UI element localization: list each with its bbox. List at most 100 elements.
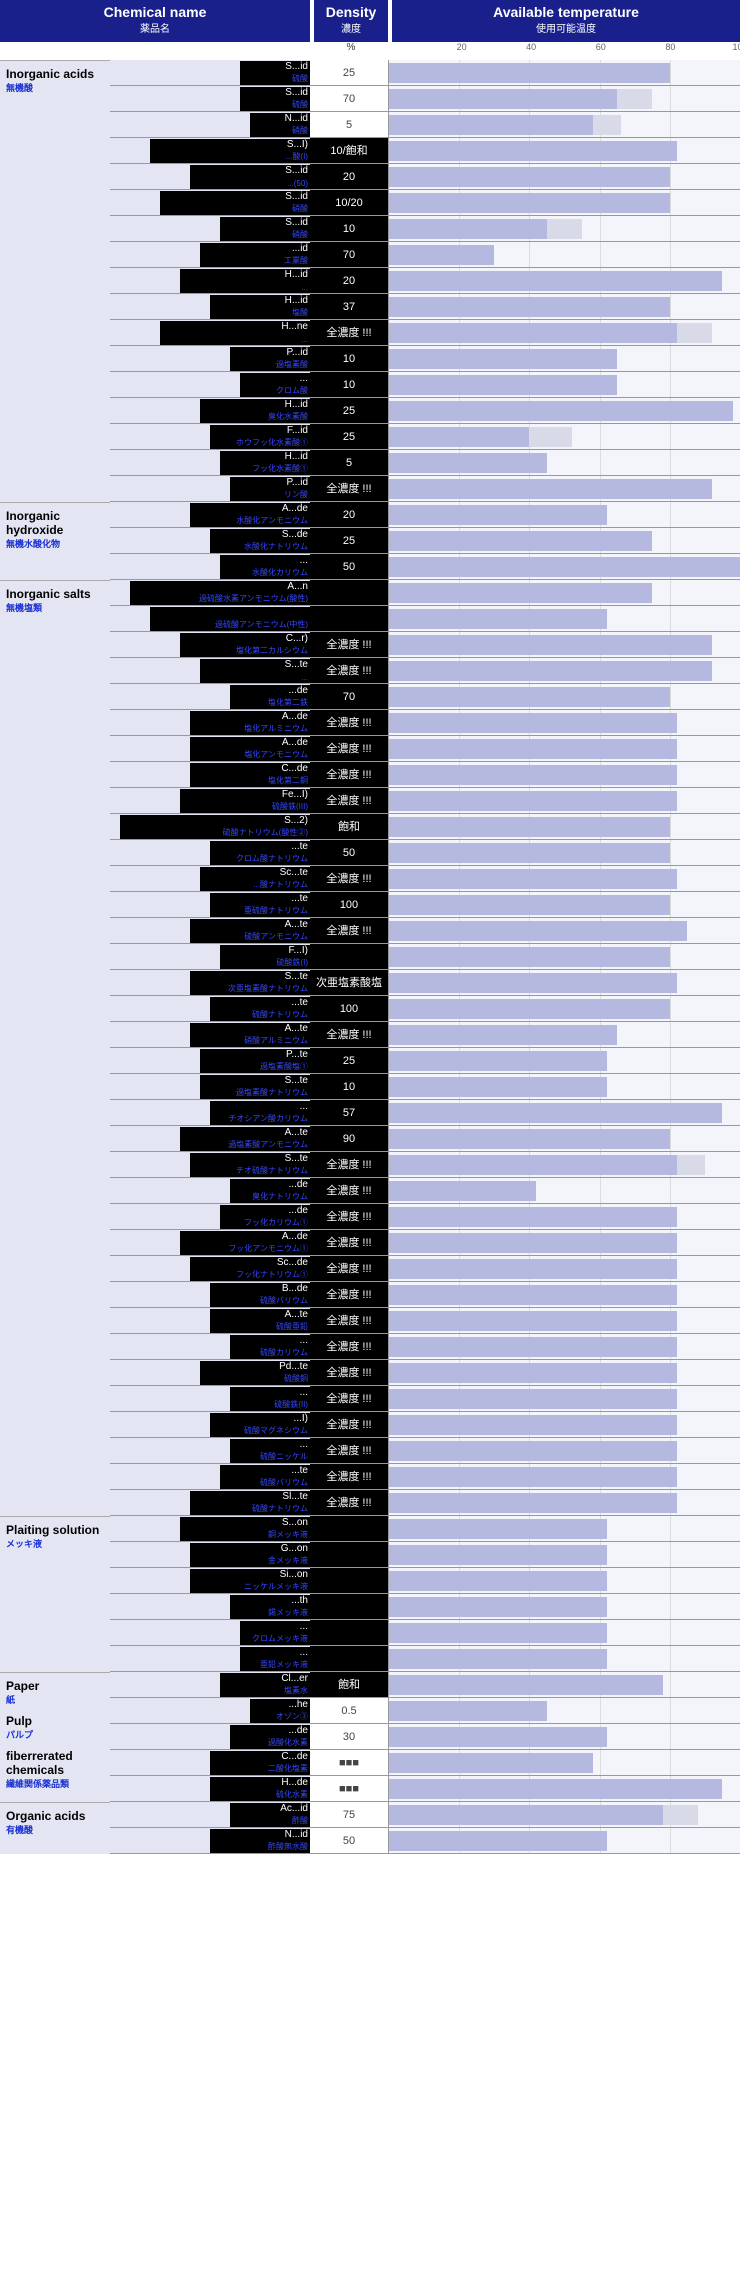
temperature-bar-cell xyxy=(388,1152,740,1177)
data-row: A...te 硫酸亜鉛全濃度 !!! xyxy=(110,1308,740,1334)
density-value: 37 xyxy=(310,294,388,319)
density-value: 全濃度 !!! xyxy=(310,1178,388,1203)
temperature-bar xyxy=(389,531,652,551)
temperature-bar-cell xyxy=(388,554,740,579)
temperature-bar-cell xyxy=(388,658,740,683)
density-value: 70 xyxy=(310,242,388,267)
chemical-name-jp: 硫酸ナトリウム xyxy=(252,1503,308,1514)
chemical-name-jp: 亜鉛メッキ液 xyxy=(260,1659,308,1670)
chemical-name-jp: 硫酸鉄(III) xyxy=(272,801,308,812)
data-row: ... チオシアン酸カリウム57 xyxy=(110,1100,740,1126)
temperature-bar xyxy=(389,1363,677,1383)
density-value xyxy=(310,1620,388,1645)
chemical-name-jp: 過塩素酸アンモニウム xyxy=(228,1139,308,1150)
density-value: 70 xyxy=(310,86,388,111)
temperature-bar-cell xyxy=(388,1360,740,1385)
data-row: S...id 硫酸70 xyxy=(110,86,740,112)
chemical-name-jp: 過硫酸アンモニウム(中性) xyxy=(215,619,308,630)
data-row: N...id 酢酸無水酸50 xyxy=(110,1828,740,1854)
density-value xyxy=(310,1516,388,1541)
chemical-name-en: H...id xyxy=(285,451,308,462)
chemical-name-en: N...id xyxy=(285,1829,308,1840)
chemical-name-jp: クロム酸 xyxy=(276,385,308,396)
chemical-name-cell: 過硫酸アンモニウム(中性) xyxy=(110,606,310,631)
temperature-bar xyxy=(389,1649,607,1669)
data-row: ... クロムメッキ液 xyxy=(110,1620,740,1646)
chemical-name-en: S...id xyxy=(285,165,308,176)
density-value: 50 xyxy=(310,840,388,865)
group-label-jp: 無機塩類 xyxy=(6,601,106,614)
header-temperature-en: Available temperature xyxy=(392,4,740,20)
group-label-en: Paper xyxy=(6,1679,106,1693)
temperature-bar-ext xyxy=(677,323,712,343)
density-value: 10 xyxy=(310,216,388,241)
data-row: A...te 硫酸アンモニウム全濃度 !!! xyxy=(110,918,740,944)
temperature-bar xyxy=(389,375,617,395)
data-row: ... 硫酸ニッケル全濃度 !!! xyxy=(110,1438,740,1464)
group-label: Inorganic acids 無機酸 xyxy=(0,60,110,502)
density-value: 全濃度 !!! xyxy=(310,710,388,735)
density-value: 全濃度 !!! xyxy=(310,1152,388,1177)
chemical-name-en: ...he xyxy=(289,1699,308,1710)
group-label: Inorganic salts 無機塩類 xyxy=(0,580,110,1516)
temperature-bar-cell xyxy=(388,320,740,345)
temperature-bar-cell xyxy=(388,918,740,943)
temperature-bar-cell xyxy=(388,112,740,137)
chemical-name-jp: 塩化アンモニウム xyxy=(244,749,308,760)
temperature-bar xyxy=(389,141,677,161)
density-value: 全濃度 !!! xyxy=(310,866,388,891)
chemical-name-jp: ...酸(I) xyxy=(286,151,308,162)
axis-tick: 20 xyxy=(457,42,467,52)
temperature-bar-cell xyxy=(388,164,740,189)
data-row: H...ne ...全濃度 !!! xyxy=(110,320,740,346)
data-row: S...id 硝酸10/20 xyxy=(110,190,740,216)
chemical-name-cell: Sl...te 硫酸ナトリウム xyxy=(110,1490,310,1515)
density-value: 25 xyxy=(310,398,388,423)
temperature-bar-cell xyxy=(388,86,740,111)
chemical-name-en: Pd...te xyxy=(279,1361,308,1372)
chemical-name-jp: 二酸化塩素 xyxy=(268,1763,308,1774)
temperature-bar xyxy=(389,271,722,291)
chemical-name-en: P...id xyxy=(287,477,309,488)
temperature-bar xyxy=(389,609,607,629)
temperature-bar-cell xyxy=(388,1204,740,1229)
data-row: ... クロム酸10 xyxy=(110,372,740,398)
data-row: Ac...id 酢酸75 xyxy=(110,1802,740,1828)
temperature-bar-cell xyxy=(388,1802,740,1827)
temperature-bar-cell xyxy=(388,892,740,917)
chemical-name-jp: 過塩素酸 xyxy=(276,359,308,370)
temperature-bar xyxy=(389,297,670,317)
chemical-name-en: ... xyxy=(300,1387,308,1398)
chemical-name-cell: Cl...er 塩素水 xyxy=(110,1672,310,1697)
chemical-name-cell: H...id 塩酸 xyxy=(110,294,310,319)
chemical-name-jp: クロム酸ナトリウム xyxy=(236,853,308,864)
group-label-jp: メッキ液 xyxy=(6,1537,106,1550)
density-unit: % xyxy=(314,42,388,60)
density-value: 10 xyxy=(310,372,388,397)
temperature-bar-cell xyxy=(388,398,740,423)
chemical-name-en: A...te xyxy=(285,1023,308,1034)
density-value: 20 xyxy=(310,268,388,293)
sub-chemical-spacer xyxy=(0,42,310,60)
chemical-name-cell: C...de 塩化第二銅 xyxy=(110,762,310,787)
density-value xyxy=(310,606,388,631)
density-value xyxy=(310,1594,388,1619)
data-row: A...te 硝酸アルミニウム全濃度 !!! xyxy=(110,1022,740,1048)
temperature-bar-cell xyxy=(388,1178,740,1203)
temperature-bar xyxy=(389,1311,677,1331)
chemical-name-en: S...on xyxy=(282,1517,308,1528)
temperature-bar xyxy=(389,1155,677,1175)
chemical-name-cell: Fe...I) 硫酸鉄(III) xyxy=(110,788,310,813)
temperature-bar xyxy=(389,1727,607,1747)
data-row: ...th 錫メッキ液 xyxy=(110,1594,740,1620)
temperature-bar-cell xyxy=(388,1698,740,1723)
temperature-bar xyxy=(389,843,670,863)
chemical-name-jp: 硝酸 xyxy=(292,125,308,136)
chemical-name-cell: ... 水酸化カリウム xyxy=(110,554,310,579)
density-value: 全濃度 !!! xyxy=(310,1464,388,1489)
data-row: S...te 次亜塩素酸ナトリウム次亜塩素酸塩 xyxy=(110,970,740,996)
chemical-name-en: ...te xyxy=(291,893,308,904)
density-value xyxy=(310,580,388,605)
density-value: 全濃度 !!! xyxy=(310,1438,388,1463)
temperature-bar xyxy=(389,1675,663,1695)
